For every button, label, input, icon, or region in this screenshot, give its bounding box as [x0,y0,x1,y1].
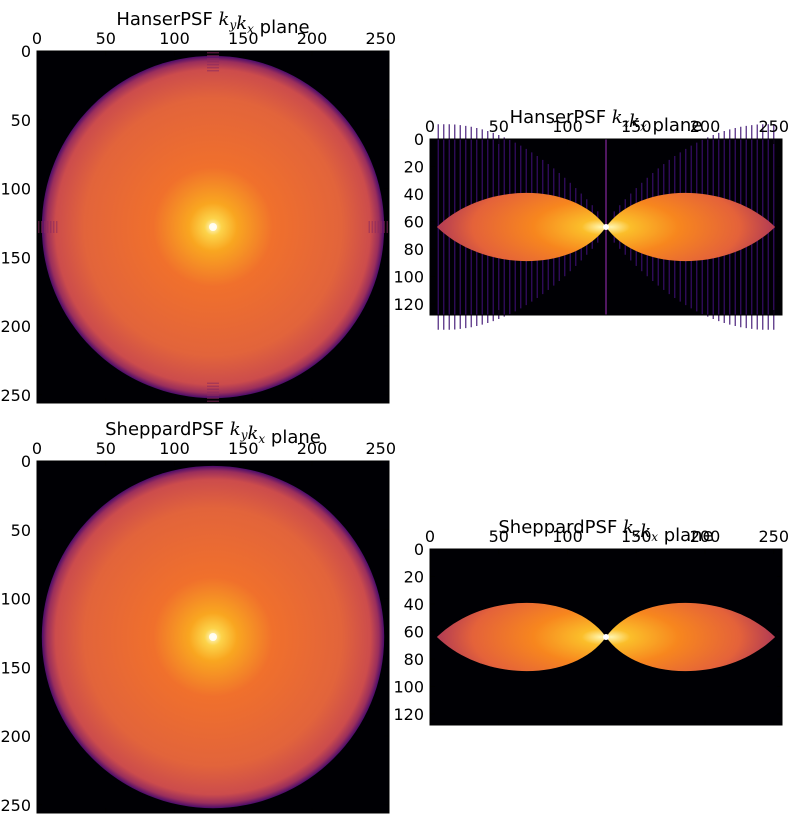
y-tick-label: 60 [404,213,424,232]
y-tick-label: 100 [0,590,31,609]
heatmap-panel: 0 50 100 150 200 250 0 50 100 150 200 250 SheppardPS… [0,419,396,815]
chart-title: SheppardPSF kzkx plane [498,517,713,546]
center-peak [603,634,609,640]
y-tick-label: 0 [414,540,424,559]
y-tick-label: 80 [404,650,424,669]
y-tick-label: 150 [0,248,31,267]
x-tick-label: 250 [365,29,396,48]
x-tick-label: 0 [425,527,435,546]
y-tick-label: 250 [0,796,31,815]
y-tick-label: 0 [21,452,31,471]
title-math-symbol: k [623,517,634,538]
x-tick-label: 100 [552,527,583,546]
x-tick-label: 150 [621,527,652,546]
x-tick-label: 200 [690,527,721,546]
title-math-symbol: k [219,9,230,30]
center-peak [209,633,217,641]
title-suffix: plane [647,115,703,136]
x-tick-label: 200 [690,117,721,136]
title-math-subscript: x [640,120,647,134]
title-math-symbol: k [247,423,258,444]
left-lobe [436,192,606,262]
x-tick-label: 150 [228,439,259,458]
x-tick-label: 0 [32,29,42,48]
y-tick-label: 60 [404,623,424,642]
x-tick-label: 250 [758,117,789,136]
chart-title: HanserPSF kzkx plane [510,107,703,136]
right-lobe [606,602,776,672]
heatmap-panel: 0 50 100 150 200 250 0 20 40 60 80 100 120 SheppardPS… [393,517,789,726]
y-tick-label: 100 [393,678,424,697]
y-tick-label: 100 [0,180,31,199]
title-math-symbol: k [640,521,651,542]
title-name: SheppardPSF [105,419,230,440]
title-suffix: plane [658,525,714,546]
y-tick-label: 80 [404,240,424,259]
y-tick-label: 40 [404,185,424,204]
heatmap-panel: 0 50 100 150 200 250 0 20 40 60 80 100 120 HanserPSF … [393,107,789,330]
x-tick-label: 150 [621,117,652,136]
axes-frame [429,548,783,726]
y-tick-label: 250 [0,386,31,405]
y-tick-label: 150 [0,658,31,677]
center-peak [209,223,217,231]
title-math-symbol: k [230,419,241,440]
x-tick-label: 200 [297,439,328,458]
x-tick-label: 250 [365,439,396,458]
title-math-subscript: x [247,22,254,36]
axes-frame [36,50,390,404]
y-tick-label: 200 [0,317,31,336]
title-math-subscript: y [240,428,248,442]
y-tick-label: 0 [21,42,31,61]
y-tick-label: 50 [11,521,31,540]
center-peak [603,224,609,230]
right-lobe [606,192,776,262]
x-tick-label: 150 [228,29,259,48]
x-tick-label: 200 [297,29,328,48]
x-tick-label: 50 [96,29,116,48]
title-math-subscript: y [228,18,236,32]
y-tick-label: 20 [404,158,424,177]
x-tick-label: 100 [552,117,583,136]
title-name: HanserPSF [116,9,218,30]
title-math-subscript: x [258,432,265,446]
y-tick-label: 20 [404,568,424,587]
title-math-subscript: z [622,116,630,130]
x-tick-label: 100 [159,439,190,458]
axes-frame [36,460,390,814]
chart-title: HanserPSF kykx plane [116,9,309,38]
x-tick-label: 250 [758,527,789,546]
title-suffix: plane [254,17,310,38]
title-math-symbol: k [612,107,623,128]
left-lobe [436,602,606,672]
title-math-symbol: k [236,13,247,34]
y-tick-label: 0 [414,130,424,149]
edge-artifacts [38,52,388,402]
axes-frame [429,138,783,316]
y-tick-label: 100 [393,268,424,287]
y-tick-label: 120 [393,295,424,314]
x-tick-label: 50 [489,117,509,136]
title-math-subscript: z [633,526,641,540]
y-tick-label: 120 [393,705,424,724]
heatmap-panel: 0 50 100 150 200 250 0 50 100 150 200 250 HanserPSF … [0,9,396,405]
x-tick-label: 0 [425,117,435,136]
x-tick-label: 100 [159,29,190,48]
title-math-symbol: k [629,111,640,132]
y-tick-label: 40 [404,595,424,614]
x-tick-label: 50 [489,527,509,546]
title-suffix: plane [265,427,321,448]
title-math-subscript: x [651,530,658,544]
chart-title: SheppardPSF kykx plane [105,419,321,448]
title-name: HanserPSF [510,107,612,128]
x-tick-label: 0 [32,439,42,458]
title-name: SheppardPSF [498,517,623,538]
x-tick-label: 50 [96,439,116,458]
y-tick-label: 50 [11,111,31,130]
y-tick-label: 200 [0,727,31,746]
